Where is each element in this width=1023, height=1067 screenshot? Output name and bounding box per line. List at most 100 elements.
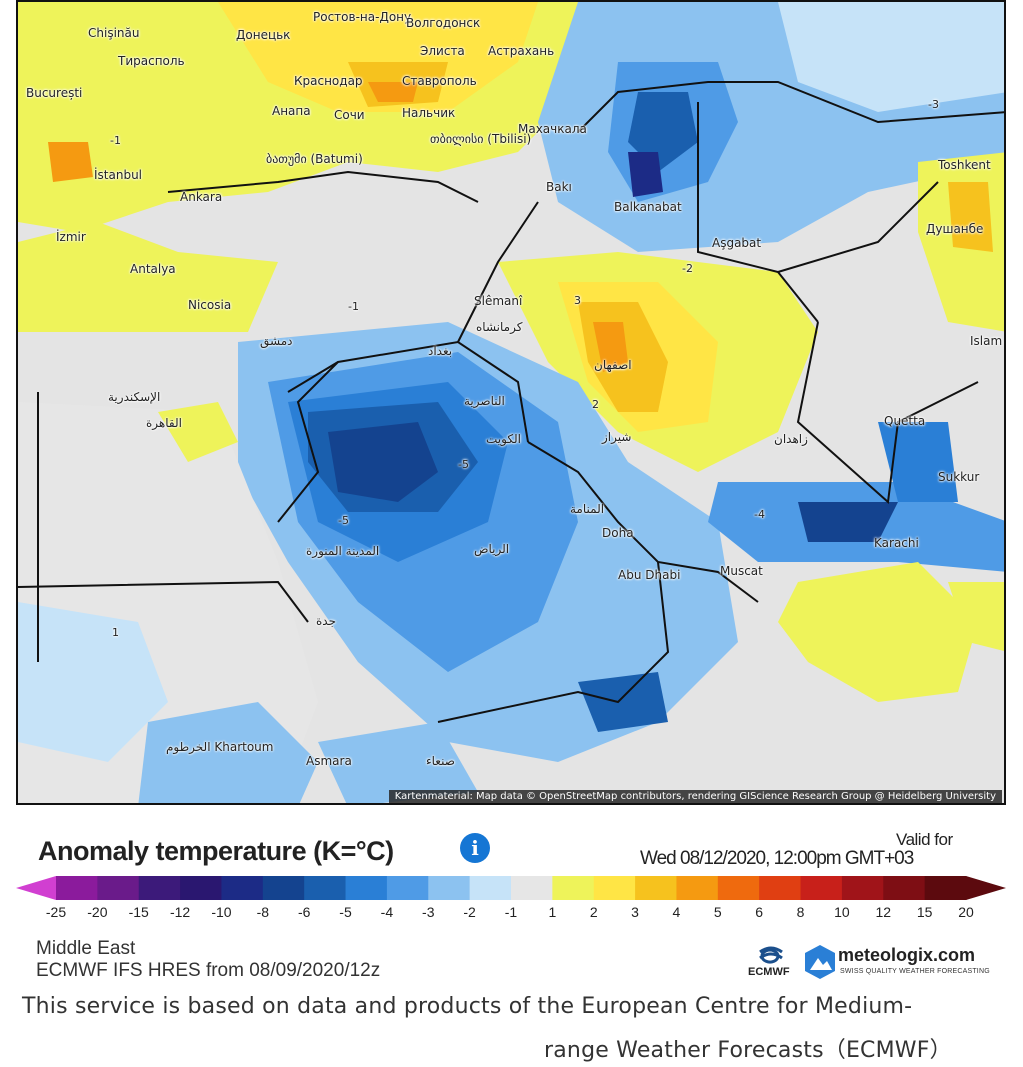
legend-tick-label: 4	[672, 904, 681, 920]
contour-label: 2	[592, 398, 599, 411]
contour-label: -1	[348, 300, 359, 313]
info-icon[interactable]: i	[460, 833, 490, 863]
contour-label: -5	[338, 514, 349, 527]
legend-tick-label: -6	[297, 904, 311, 920]
valid-for-label: Valid for	[896, 830, 953, 849]
contour-label: -3	[928, 98, 939, 111]
legend-tick-label: 10	[834, 904, 850, 920]
city-label: Sukkur	[938, 470, 980, 484]
city-label: İstanbul	[94, 168, 143, 182]
legend-tick-label: 8	[796, 904, 805, 920]
legend-arrow-left	[16, 876, 56, 900]
valid-time: Wed 08/12/2020, 12:00pm GMT+03	[640, 848, 914, 869]
legend-tick-label: -3	[422, 904, 435, 920]
city-label: الناصرية	[464, 394, 505, 408]
city-label: المدينة المنورة	[306, 544, 380, 558]
contour-label: -2	[682, 262, 693, 275]
legend-tick-label: 3	[631, 904, 639, 920]
city-label: Toshkent	[938, 158, 991, 172]
region-label: Middle East	[36, 938, 136, 959]
city-label: بغداد	[428, 344, 453, 358]
city-label: صنعاء	[426, 754, 455, 768]
legend-swatch	[97, 876, 140, 900]
city-label: Нальчик	[402, 106, 456, 120]
legend-swatch	[138, 876, 181, 900]
legend-swatch	[924, 876, 967, 900]
meteologix-logo-icon	[805, 945, 835, 979]
city-label: Muscat	[720, 564, 763, 578]
city-label: Aşgabat	[712, 236, 762, 250]
city-label: Астрахань	[488, 44, 555, 58]
city-label: ბათუმი (Batumi)	[266, 152, 363, 166]
legend-tick-label: 20	[958, 904, 974, 920]
ecmwf-label: ECMWF	[748, 966, 790, 978]
service-note-line1: This service is based on data and produc…	[22, 994, 913, 1019]
legend-swatch	[345, 876, 388, 900]
city-label: دمشق	[260, 334, 293, 348]
legend-swatch	[262, 876, 305, 900]
city-label: Элиста	[420, 44, 465, 58]
service-note-line2: range Weather Forecasts（ECMWF）	[544, 1038, 952, 1063]
city-label: الخرطوم Khartoum	[166, 740, 274, 754]
legend-swatch	[469, 876, 512, 900]
map-title: Anomaly temperature (K=°C)	[38, 836, 394, 866]
city-label: Анапа	[272, 104, 311, 118]
city-label: Волгодонск	[406, 16, 481, 30]
brand-name[interactable]: meteologix.com	[838, 945, 976, 965]
contour-label: -4	[754, 508, 765, 521]
color-legend	[16, 876, 1006, 900]
city-label: Ankara	[180, 190, 223, 204]
city-label: თბილისი (Tbilisi)	[430, 132, 532, 146]
city-label: Doha	[602, 526, 634, 540]
city-label: الإسكندرية	[108, 390, 161, 404]
city-label: زاهدان	[774, 432, 808, 446]
brand-tagline: SWISS QUALITY WEATHER FORECASTING	[840, 968, 990, 975]
city-label: Махачкала	[518, 122, 587, 136]
city-label: الرياض	[474, 542, 510, 556]
legend-tick-label: -2	[463, 904, 476, 920]
city-label: Islam	[970, 334, 1003, 348]
legend-tick-label: -15	[128, 904, 149, 920]
contour-label: -1	[110, 134, 121, 147]
legend-arrow-right	[966, 876, 1006, 900]
legend-tick-label: -5	[339, 904, 352, 920]
legend-tick-label: -20	[87, 904, 108, 920]
city-label: Karachi	[874, 536, 919, 550]
city-label: Balkanabat	[614, 200, 682, 214]
city-label: القاهرة	[146, 416, 182, 430]
model-label: ECMWF IFS HRES from 08/09/2020/12z	[36, 960, 381, 981]
city-label: Nicosia	[188, 298, 232, 312]
legend-tick-label: 5	[713, 904, 722, 920]
legend-swatch	[759, 876, 802, 900]
contour-label: -5	[458, 458, 469, 471]
legend-tick-label: -4	[380, 904, 394, 920]
city-label: Тирасполь	[118, 54, 185, 68]
legend-swatch	[386, 876, 429, 900]
legend-tick-label: 2	[589, 904, 598, 920]
city-label: Ставрополь	[402, 74, 477, 88]
city-label: جدة	[316, 614, 337, 628]
contour-label: 1	[112, 626, 119, 639]
legend-tick-label: 6	[755, 904, 764, 920]
weather-map[interactable]: Chişinău Тирасполь Донецьк Ростов-на-Дон…	[16, 0, 1006, 805]
legend-swatch	[800, 876, 843, 900]
city-label: Antalya	[130, 262, 176, 276]
city-label: Quetta	[884, 414, 926, 428]
legend-tick-label: 1	[548, 904, 557, 920]
legend-swatch	[883, 876, 926, 900]
city-label: Сочи	[334, 108, 365, 122]
city-label: الكويت	[486, 432, 521, 446]
city-label: Asmara	[306, 754, 352, 768]
city-label: Abu Dhabi	[618, 568, 681, 582]
map-attribution: Kartenmaterial: Map data © OpenStreetMap…	[388, 790, 1002, 803]
legend-tick-label: -25	[45, 904, 67, 920]
city-label: كرمانشاه	[476, 320, 523, 334]
legend-swatch	[717, 876, 760, 900]
city-label: Ростов-на-Дону	[313, 10, 412, 24]
legend-swatch	[552, 876, 595, 900]
contour-label: 3	[574, 294, 581, 307]
city-label: Донецьк	[236, 28, 291, 42]
city-label: Slêmanî	[474, 294, 523, 308]
legend-swatch	[511, 876, 553, 900]
city-label: شيراز	[602, 430, 632, 444]
